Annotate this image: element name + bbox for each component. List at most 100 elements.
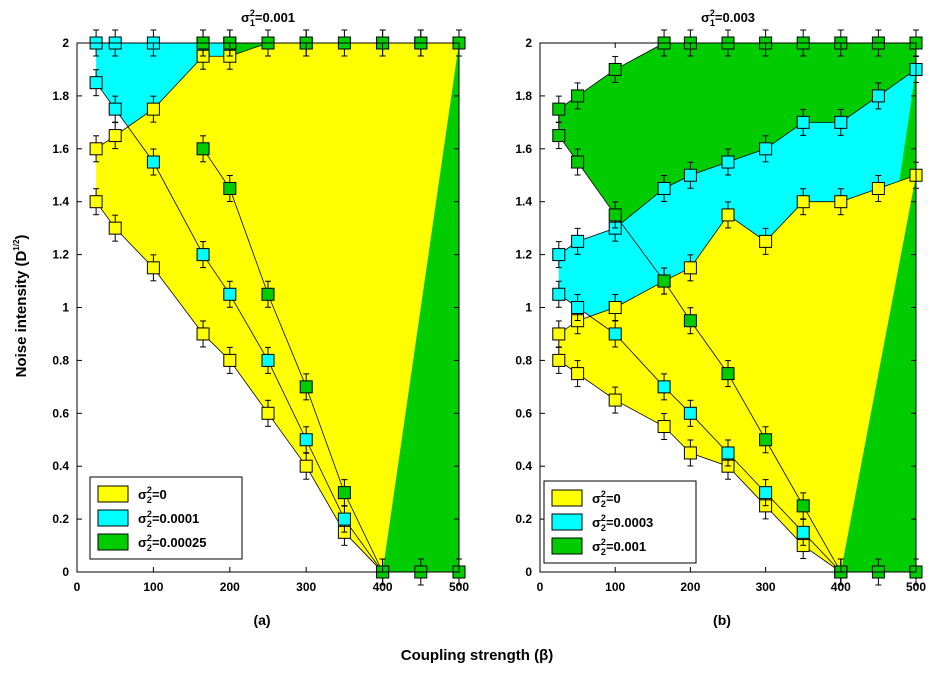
x-tick-label: 200	[220, 580, 240, 594]
x-tick-label: 300	[296, 580, 316, 594]
x-tick-label: 300	[756, 580, 776, 594]
data-marker-yellow	[834, 195, 848, 209]
data-marker-yellow	[608, 393, 622, 407]
data-marker-cyan	[657, 380, 671, 394]
data-marker-green	[759, 433, 773, 447]
data-marker-yellow	[871, 181, 885, 195]
data-marker-green	[552, 129, 566, 143]
data-marker-yellow	[108, 129, 122, 143]
y-tick-label: 0.2	[515, 512, 532, 526]
y-tick-label: 1.2	[52, 248, 69, 262]
data-marker-yellow	[299, 459, 313, 473]
y-tick-label: 1.8	[515, 89, 532, 103]
x-tick-label: 100	[605, 580, 625, 594]
legend: σ2 2=0 σ2 2=0.0003 σ2 2=0.001	[543, 480, 697, 564]
data-marker-green	[721, 367, 735, 381]
y-tick-label: 0.8	[52, 353, 69, 367]
data-marker-yellow	[759, 234, 773, 248]
x-tick-label: 500	[449, 580, 469, 594]
data-marker-cyan	[146, 155, 160, 169]
data-marker-cyan	[552, 287, 566, 301]
data-marker-green	[261, 287, 275, 301]
data-marker-green	[552, 102, 566, 116]
legend-label: σ2 2=0.00025	[138, 533, 207, 553]
y-tick-label: 1	[525, 301, 532, 315]
data-marker-yellow	[608, 301, 622, 314]
y-tick-label: 2	[62, 36, 69, 50]
panel-a: 0 100 200 300 400 500 0 0.2 0.4 0.6 0.8 1 1.2 1.4 1.6 1…	[52, 8, 469, 628]
legend: σ2 2=0 σ2 2=0.0001 σ2 2=0.00025	[89, 476, 243, 560]
legend-label: σ2 2=0	[592, 489, 621, 509]
data-marker-green	[223, 181, 237, 195]
x-tick-label: 0	[537, 580, 544, 594]
data-marker-green	[608, 208, 622, 222]
data-marker-yellow	[552, 327, 566, 341]
data-marker-yellow	[683, 261, 697, 275]
data-marker-yellow	[89, 142, 103, 156]
data-marker-green	[337, 486, 351, 500]
data-marker-cyan	[261, 353, 275, 367]
data-marker-yellow	[223, 353, 237, 367]
x-tick-label: 100	[143, 580, 163, 594]
legend-label: σ2 2=0.0001	[138, 509, 199, 529]
data-marker-cyan	[759, 142, 773, 156]
data-marker-yellow	[552, 353, 566, 367]
y-tick-label: 1.8	[52, 89, 69, 103]
data-marker-cyan	[834, 115, 848, 129]
data-marker-cyan	[299, 433, 313, 447]
data-marker-cyan	[571, 301, 585, 314]
data-marker-yellow	[108, 221, 122, 235]
legend-swatch-yellow	[551, 489, 583, 507]
data-marker-cyan	[683, 168, 697, 182]
legend-swatch-cyan	[551, 513, 583, 531]
y-tick-label: 0.8	[515, 353, 532, 367]
legend-label: σ2 2=0	[138, 485, 167, 505]
x-tick-label: 0	[74, 580, 81, 594]
y-tick-label: 1.4	[515, 195, 532, 209]
data-marker-green	[196, 142, 210, 156]
data-marker-yellow	[796, 195, 810, 209]
y-tick-label: 0	[62, 565, 69, 579]
data-marker-yellow	[683, 446, 697, 460]
legend-swatch-cyan	[97, 509, 129, 527]
data-marker-green	[796, 499, 810, 513]
data-marker-cyan	[196, 248, 210, 262]
legend-swatch-green	[551, 537, 583, 555]
y-axis-label: Noise intensity (D1/2)	[12, 235, 30, 378]
data-marker-yellow	[657, 420, 671, 434]
y-tick-label: 1.6	[52, 142, 69, 156]
data-marker-cyan	[683, 406, 697, 420]
data-marker-yellow	[146, 102, 160, 116]
data-marker-green	[299, 380, 313, 394]
panel-title: σ2 1=0.001	[241, 8, 295, 28]
data-marker-yellow	[721, 208, 735, 222]
y-tick-label: 1.4	[52, 195, 69, 209]
x-tick-label: 400	[831, 580, 851, 594]
y-tick-label: 0	[525, 565, 532, 579]
data-marker-cyan	[571, 234, 585, 248]
data-marker-green	[608, 62, 622, 76]
data-marker-cyan	[759, 486, 773, 500]
legend-swatch-green	[97, 533, 129, 551]
x-tick-label: 200	[680, 580, 700, 594]
data-marker-cyan	[721, 155, 735, 169]
y-tick-label: 0.6	[515, 406, 532, 420]
data-marker-green	[571, 89, 585, 103]
panel-label: (a)	[253, 612, 270, 628]
panel-label: (b)	[713, 612, 731, 628]
legend-swatch-yellow	[97, 485, 129, 503]
data-marker-yellow	[196, 327, 210, 341]
data-marker-cyan	[337, 512, 351, 526]
data-marker-yellow	[89, 195, 103, 209]
y-tick-label: 0.4	[52, 459, 69, 473]
data-marker-cyan	[871, 89, 885, 103]
legend-label: σ2 2=0.001	[592, 537, 646, 557]
x-tick-label: 400	[373, 580, 393, 594]
data-marker-cyan	[796, 115, 810, 129]
data-marker-cyan	[223, 287, 237, 301]
region-yellow	[96, 43, 459, 572]
y-tick-label: 1	[62, 301, 69, 315]
panel-b: 0 100 200 300 400 500 0 0.2 0.4 0.6 0.8 1 1.2 1.4 1.6 1…	[515, 8, 926, 628]
